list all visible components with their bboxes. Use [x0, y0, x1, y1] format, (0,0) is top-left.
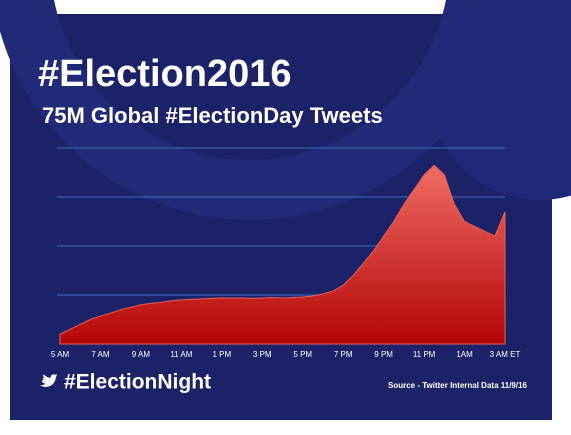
x-tick-label: 1AM [456, 350, 473, 359]
x-tick-label: 5 AM [51, 350, 70, 359]
x-tick-label: 3 PM [253, 350, 272, 359]
chart-title: #Election2016 [38, 53, 291, 95]
x-tick-label: 5 PM [293, 350, 312, 359]
x-tick-label: 3 AM ET [490, 350, 521, 359]
source-note: Source - Twitter Internal Data 11/9/16 [388, 381, 528, 390]
x-tick-label: 9 AM [132, 350, 151, 359]
x-tick-label: 11 AM [170, 350, 192, 359]
x-tick-label: 7 AM [91, 350, 110, 359]
x-tick-label: 9 PM [374, 350, 393, 359]
x-tick-label: 7 PM [334, 350, 353, 359]
x-tick-label: 11 PM [413, 350, 436, 359]
x-tick-label: 1 PM [212, 350, 231, 359]
bird-icon [40, 373, 58, 387]
decoration [0, 0, 507, 220]
decoration [430, 0, 571, 200]
footer-hashtag: #ElectionNight [64, 371, 211, 394]
area [59, 164, 506, 345]
chart-subtitle: 75M Global #ElectionDay Tweets [42, 103, 383, 128]
